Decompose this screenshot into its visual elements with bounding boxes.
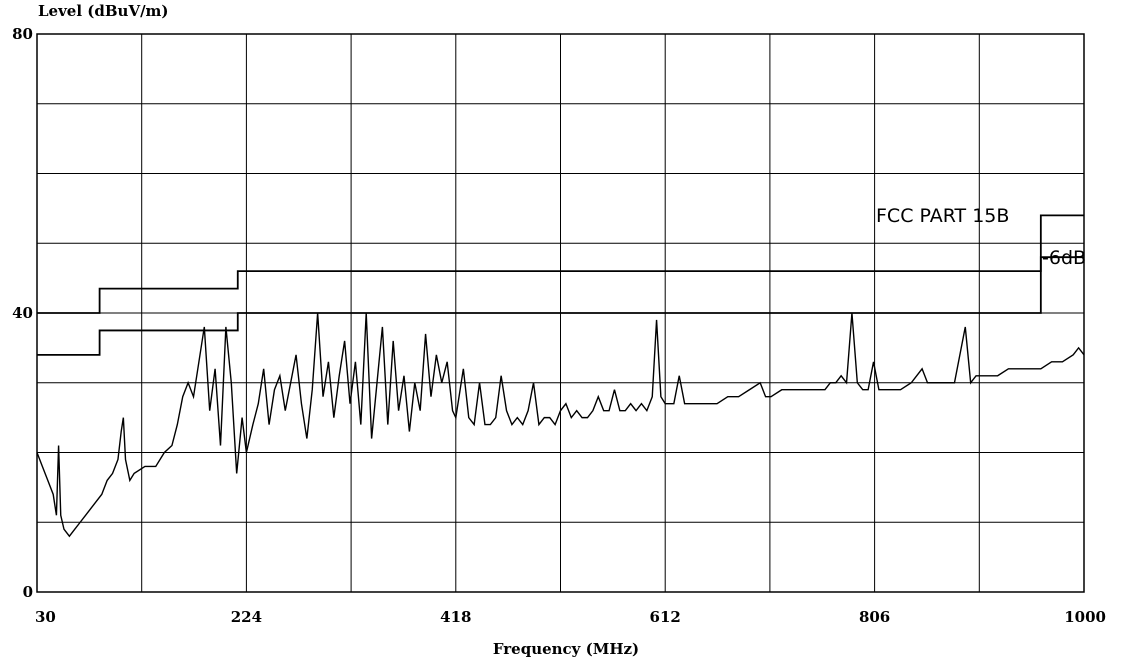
limit-line [37,214,1084,314]
limit-lines [37,214,1084,356]
y-axis-title: Level (dBuV/m) [38,2,169,20]
limit-line [37,256,1084,356]
x-tick-label: 224 [231,608,262,626]
limit-annotation-fcc: FCC PART 15B [876,205,1009,227]
x-tick-label: 612 [650,608,681,626]
x-tick-label: 418 [440,608,471,626]
series-traces [36,312,1085,538]
y-tick-label: 40 [12,304,33,322]
series-line [36,312,1085,538]
tick-labels: 30 224 418 612 806 1000 0 40 80 [12,25,1106,626]
x-axis-title: Frequency (MHz) [493,640,639,658]
y-tick-label: 0 [23,583,33,601]
limit-annotation-6db: -6dB [1042,247,1086,269]
plot-frame [36,33,1085,593]
x-tick-label: 30 [35,608,56,626]
y-tick-label: 80 [12,25,33,43]
x-tick-label: 1000 [1064,608,1106,626]
x-tick-label: 806 [859,608,890,626]
